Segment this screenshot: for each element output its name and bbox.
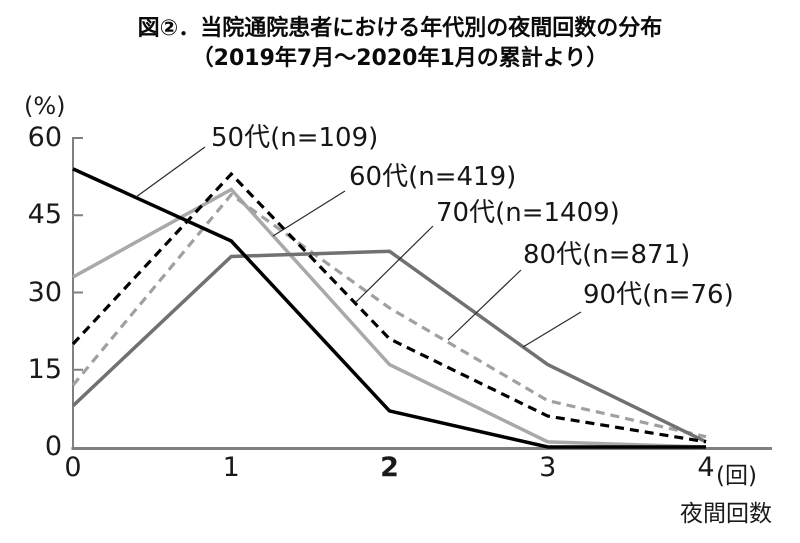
leader-line-80s: [447, 269, 522, 341]
x-tick-label-3: 3: [539, 452, 557, 483]
x-axis-title: 夜間回数: [680, 501, 772, 527]
y-tick-label-0: 0: [44, 431, 62, 462]
leader-line-70s: [354, 225, 434, 304]
x-tick-label-0: 0: [64, 452, 82, 483]
x-tick-label-2: 2: [380, 452, 399, 483]
y-tick-label-30: 30: [27, 276, 62, 308]
series-label-70s: 70代(n=1409): [436, 198, 620, 228]
x-axis-unit-label: (回): [716, 463, 757, 489]
x-tick-label-1: 1: [222, 452, 240, 483]
series-line-50s: [72, 167, 706, 449]
legend-leader-lines: [135, 146, 582, 348]
y-axis-ticks: [73, 137, 83, 371]
leader-line-60s: [272, 190, 346, 237]
figure-title-line1: 図②．当院通院患者における年代別の夜間回数の分布: [137, 16, 663, 41]
x-tick-label-4: 4: [697, 452, 715, 483]
series-label-50s: 50代(n=109): [211, 123, 379, 153]
series-label-90s: 90代(n=76): [583, 280, 734, 310]
figure-title-line2: （2019年7月～2020年1月の累計より）: [191, 46, 609, 71]
series-label-80s: 80代(n=871): [523, 240, 691, 270]
series-line-80s: [71, 192, 707, 439]
y-tick-label-60: 60: [27, 122, 62, 153]
leader-line-50s: [135, 146, 206, 198]
y-axis-unit-label: (%): [24, 92, 66, 120]
figure-title: 図②．当院通院患者における年代別の夜間回数の分布 （2019年7月～2020年1…: [0, 14, 800, 74]
series-line-70s: [71, 171, 707, 444]
series-label-60s: 60代(n=419): [349, 162, 517, 192]
leader-line-90s: [522, 311, 582, 348]
y-tick-label-45: 45: [27, 199, 62, 231]
series-lines: [71, 167, 707, 449]
series-line-90s: [71, 249, 707, 444]
y-tick-label-15: 15: [27, 353, 62, 385]
